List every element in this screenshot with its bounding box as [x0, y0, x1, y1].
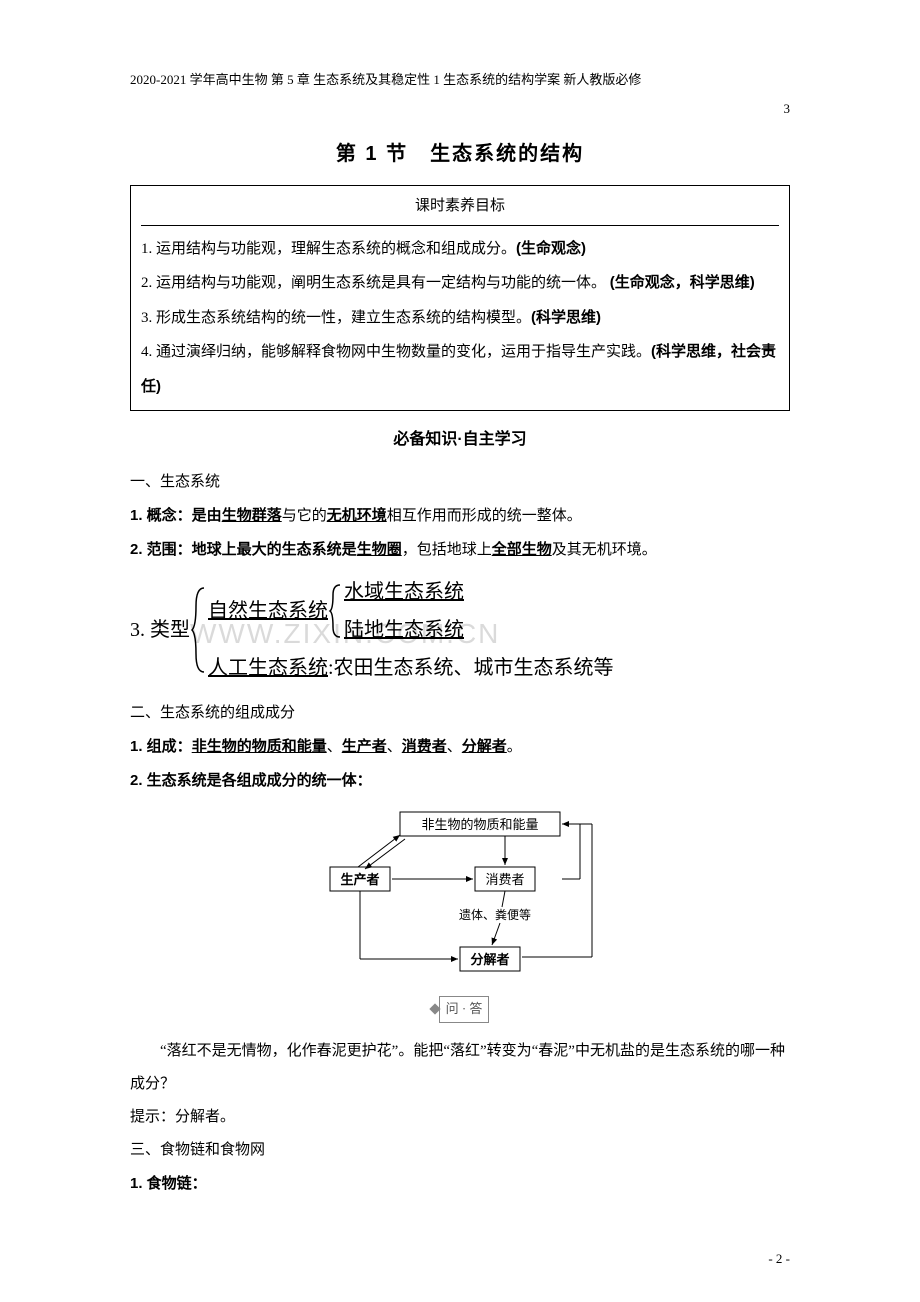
doc-header-right: 3	[130, 97, 790, 122]
land-label: 陆地生态系统	[344, 611, 464, 649]
text-fragment: 相互作用而形成的统一整体。	[387, 508, 582, 524]
underline-term: 非生物的物质和能量	[192, 738, 327, 755]
sep: 、	[327, 739, 342, 755]
underline-term: 生物群落	[222, 507, 282, 524]
diagram-svg: 非生物的物质和能量 生产者 消费者 分解者 遗体、粪便等	[310, 807, 610, 977]
objective-tag: (科学思维)	[531, 309, 601, 326]
qa-badge: 问 · 答	[439, 996, 490, 1023]
text-fragment: 2. 范围：地球上最大的生态系统是	[130, 541, 357, 558]
page-title: 第 1 节 生态系统的结构	[130, 135, 790, 173]
qa-answer: 提示：分解者。	[130, 1101, 790, 1134]
underline-term: 生产者	[342, 738, 387, 755]
brace-icon	[328, 583, 344, 639]
objective-text: 3. 形成生态系统结构的统一性，建立生态系统的结构模型。	[141, 310, 531, 326]
artificial-post: :农田生态系统、城市生态系统等	[328, 657, 614, 679]
objective-text: 1. 运用结构与功能观，理解生态系统的概念和组成成分。	[141, 241, 516, 257]
types-label: 3. 类型	[130, 611, 190, 649]
subheading: 二、生态系统的组成成分	[130, 697, 790, 730]
text-fragment: 与它的	[282, 508, 327, 524]
qa-badge-wrap: 问 · 答	[130, 994, 790, 1024]
diagram-label: 遗体、粪便等	[459, 908, 531, 922]
objective-text: 2. 运用结构与功能观，阐明生态系统是具有一定结构与功能的统一体。	[141, 275, 610, 291]
body-text: 2. 生态系统是各组成成分的统一体：	[130, 764, 790, 797]
text-fragment: ，包括地球上	[402, 542, 492, 558]
body-text: 1. 概念：是由生物群落与它的无机环境相互作用而形成的统一整体。	[130, 499, 790, 533]
text-fragment: 。	[507, 739, 522, 755]
underline-term: 消费者	[402, 738, 447, 755]
body-text: 1. 食物链：	[130, 1167, 790, 1200]
objectives-box: 课时素养目标 1. 运用结构与功能观，理解生态系统的概念和组成成分。(生命观念)…	[130, 185, 790, 411]
objective-item: 1. 运用结构与功能观，理解生态系统的概念和组成成分。(生命观念)	[141, 232, 779, 267]
artificial-label: 人工生态系统	[208, 657, 328, 679]
natural-label: 自然生态系统	[208, 592, 328, 630]
underline-term: 分解者	[462, 738, 507, 755]
sep: 、	[447, 739, 462, 755]
body-text: 2. 范围：地球上最大的生态系统是生物圈，包括地球上全部生物及其无机环境。	[130, 533, 790, 567]
doc-header: 2020-2021 学年高中生物 第 5 章 生态系统及其稳定性 1 生态系统的…	[130, 70, 790, 91]
ecosystem-diagram: 非生物的物质和能量 生产者 消费者 分解者 遗体、粪便等	[130, 807, 790, 988]
types-block: WWW.ZIXIN.COM.CN 3. 类型 自然生态系统 水域生态系统 陆地生…	[130, 573, 790, 687]
section-title: 必备知识·自主学习	[130, 425, 790, 455]
objective-item: 3. 形成生态系统结构的统一性，建立生态系统的结构模型。(科学思维)	[141, 301, 779, 336]
objective-tag: (生命观念)	[516, 240, 586, 257]
qa-question: “落红不是无情物，化作春泥更护花”。能把“落红”转变为“春泥”中无机盐的是生态系…	[130, 1035, 790, 1101]
page-number: - 2 -	[768, 1247, 790, 1272]
objective-text: 4. 通过演绎归纳，能够解释食物网中生物数量的变化，运用于指导生产实践。	[141, 344, 651, 360]
text-fragment: 1. 概念：是由	[130, 507, 222, 524]
diagram-box2: 生产者	[340, 872, 379, 887]
objective-tag: (生命观念，科学思维)	[610, 274, 755, 291]
objective-item: 4. 通过演绎归纳，能够解释食物网中生物数量的变化，运用于指导生产实践。(科学思…	[141, 335, 779, 404]
underline-term: 生物圈	[357, 541, 402, 558]
underline-term: 无机环境	[327, 507, 387, 524]
underline-term: 全部生物	[492, 541, 552, 558]
subheading: 一、生态系统	[130, 466, 790, 499]
diagram-box4: 分解者	[470, 952, 509, 967]
objective-item: 2. 运用结构与功能观，阐明生态系统是具有一定结构与功能的统一体。 (生命观念，…	[141, 266, 779, 301]
body-text: 1. 组成：非生物的物质和能量、生产者、消费者、分解者。	[130, 730, 790, 764]
sep: 、	[387, 739, 402, 755]
subheading: 三、食物链和食物网	[130, 1134, 790, 1167]
text-fragment: 1. 组成：	[130, 738, 192, 755]
objectives-header: 课时素养目标	[141, 192, 779, 226]
diagram-box3: 消费者	[485, 872, 524, 887]
aquatic-label: 水域生态系统	[344, 573, 464, 611]
brace-icon	[190, 586, 208, 674]
text-fragment: 及其无机环境。	[552, 542, 657, 558]
diagram-box1: 非生物的物质和能量	[421, 817, 538, 832]
